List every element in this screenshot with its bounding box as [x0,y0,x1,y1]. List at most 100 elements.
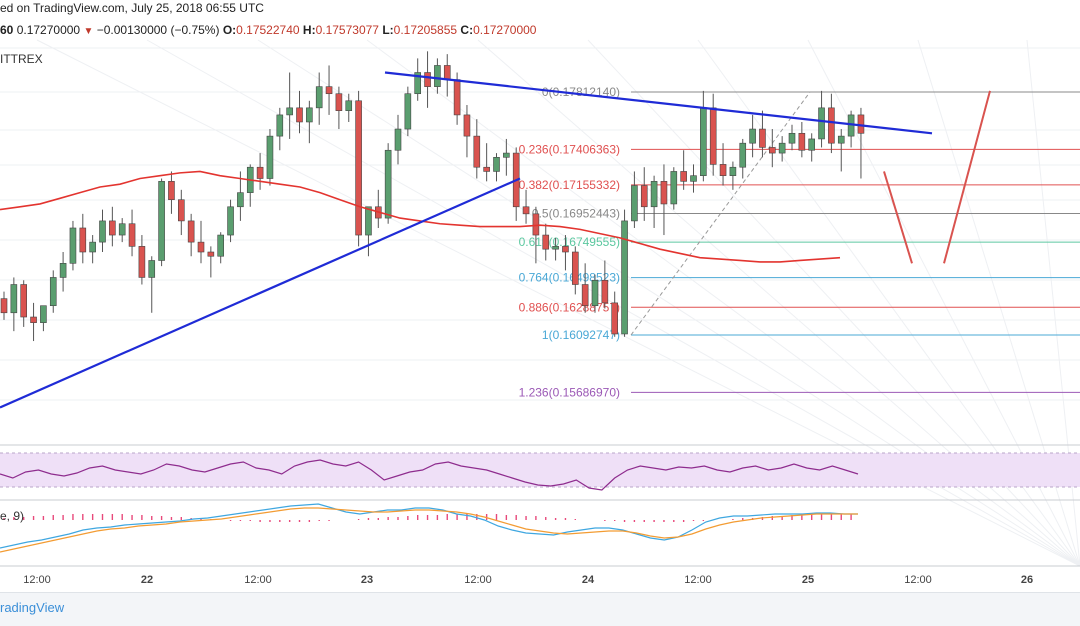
high-label: H: [302,23,316,37]
candle-body [49,277,57,307]
candle-body [571,251,579,285]
candle-body [808,138,816,151]
candle-body [59,263,67,278]
tradingview-brand[interactable]: radingView [0,600,65,615]
candle-body [158,181,165,261]
candle-body [660,181,668,205]
fib-level-label: 1.236(0.15686970) [519,385,620,399]
candle-body [187,220,195,243]
candle-body [453,79,461,116]
candle-body [20,284,28,318]
candle-body [581,284,589,307]
candle-body [148,260,156,278]
candle-body [306,107,313,123]
candle-body [10,284,18,314]
trendlines[interactable] [0,71,991,409]
candle-body [138,246,146,278]
candle-body [217,234,224,257]
candle-body [719,164,727,176]
candle-body [542,234,550,250]
candle-body [207,251,215,257]
candle-body [483,166,490,172]
candle-body [109,220,116,236]
close-label: C: [460,23,474,37]
candle-body [749,128,756,144]
open-label: O: [222,23,237,37]
candle-body [355,100,362,236]
candle-body [601,279,609,304]
candle-body [690,175,697,182]
chart-header: ed on TradingView.com, July 25, 2018 06:… [0,0,1080,18]
candle-body [89,241,96,253]
footer-bar [0,592,1080,626]
candle-body [788,132,796,144]
candle-body [611,302,619,335]
candle-body [828,107,835,144]
candle-body [424,72,431,87]
candle-body [768,147,776,154]
candle-body [709,107,717,165]
candle-body [394,128,402,151]
macd-signal-line [0,507,858,553]
candle-body [818,107,825,140]
candle-body [286,107,293,116]
candle-body [739,142,747,168]
candle-body [365,206,372,236]
candle-body [621,220,628,335]
last-price: 0.17270000 [16,23,81,37]
macd-line [0,503,858,549]
candle-body [197,241,205,253]
fibonacci-retracement[interactable]: 0(0.17812140)0.236(0.17406363)0.382(0.17… [519,85,1080,399]
high-value: 0.17573077 [315,23,379,37]
candle-body [128,223,136,247]
candle-body [256,166,264,179]
candle-body [345,100,353,111]
open-value: 0.17522740 [236,23,300,37]
candle-body [384,149,392,219]
candle-body [522,206,530,215]
candle-body [503,152,510,158]
x-tick-label: 12:00 [464,574,492,586]
candle-body [0,298,8,314]
x-tick-label: 25 [802,574,814,586]
candle-body [325,86,333,95]
x-tick-label: 12:00 [904,574,932,586]
candle-body [759,128,766,148]
descending-trendline [384,71,933,135]
candle-body [493,157,500,172]
x-tick-label: 23 [361,574,373,586]
fib-level-label: 0.5(0.16952443) [532,207,620,221]
time-axis: 12:00 22 12:00 23 12:00 24 12:00 25 12:00 26 [23,574,1033,586]
macd-indicator-label: e, 9) [0,509,25,523]
candle-body [315,86,323,109]
ascending-trendline [0,177,521,409]
candle-body [631,185,638,222]
candle-body [237,192,244,208]
price-chart[interactable]: 0(0.17812140)0.236(0.17406363)0.382(0.17… [0,0,1080,592]
ohlc-readout: 60 0.17270000 ▼ −0.00130000 (−0.75%) O:0… [0,21,536,39]
candle-body [40,305,47,323]
moving-average-line [0,170,841,263]
x-tick-label: 22 [141,574,153,586]
candle-body [227,206,234,236]
candle-body [79,227,87,253]
projected-rise-line [943,90,991,264]
candle-body [552,246,559,250]
x-tick-label: 26 [1021,574,1033,586]
candle-body [700,107,707,176]
candle-body [404,93,412,130]
candle-body [640,185,648,208]
rsi-panel [0,452,1080,491]
candle-body [798,132,806,151]
candle-body [118,223,126,236]
candle-body [443,65,451,80]
candle-body [434,65,441,87]
rsi-line [0,459,859,491]
x-tick-label: 12:00 [244,574,272,586]
candle-body [562,246,569,253]
candle-body [99,220,106,243]
candle-body [178,199,185,222]
exchange-label: ITTREX [0,52,43,66]
candle-body [670,171,678,205]
rsi-band [0,453,1080,487]
